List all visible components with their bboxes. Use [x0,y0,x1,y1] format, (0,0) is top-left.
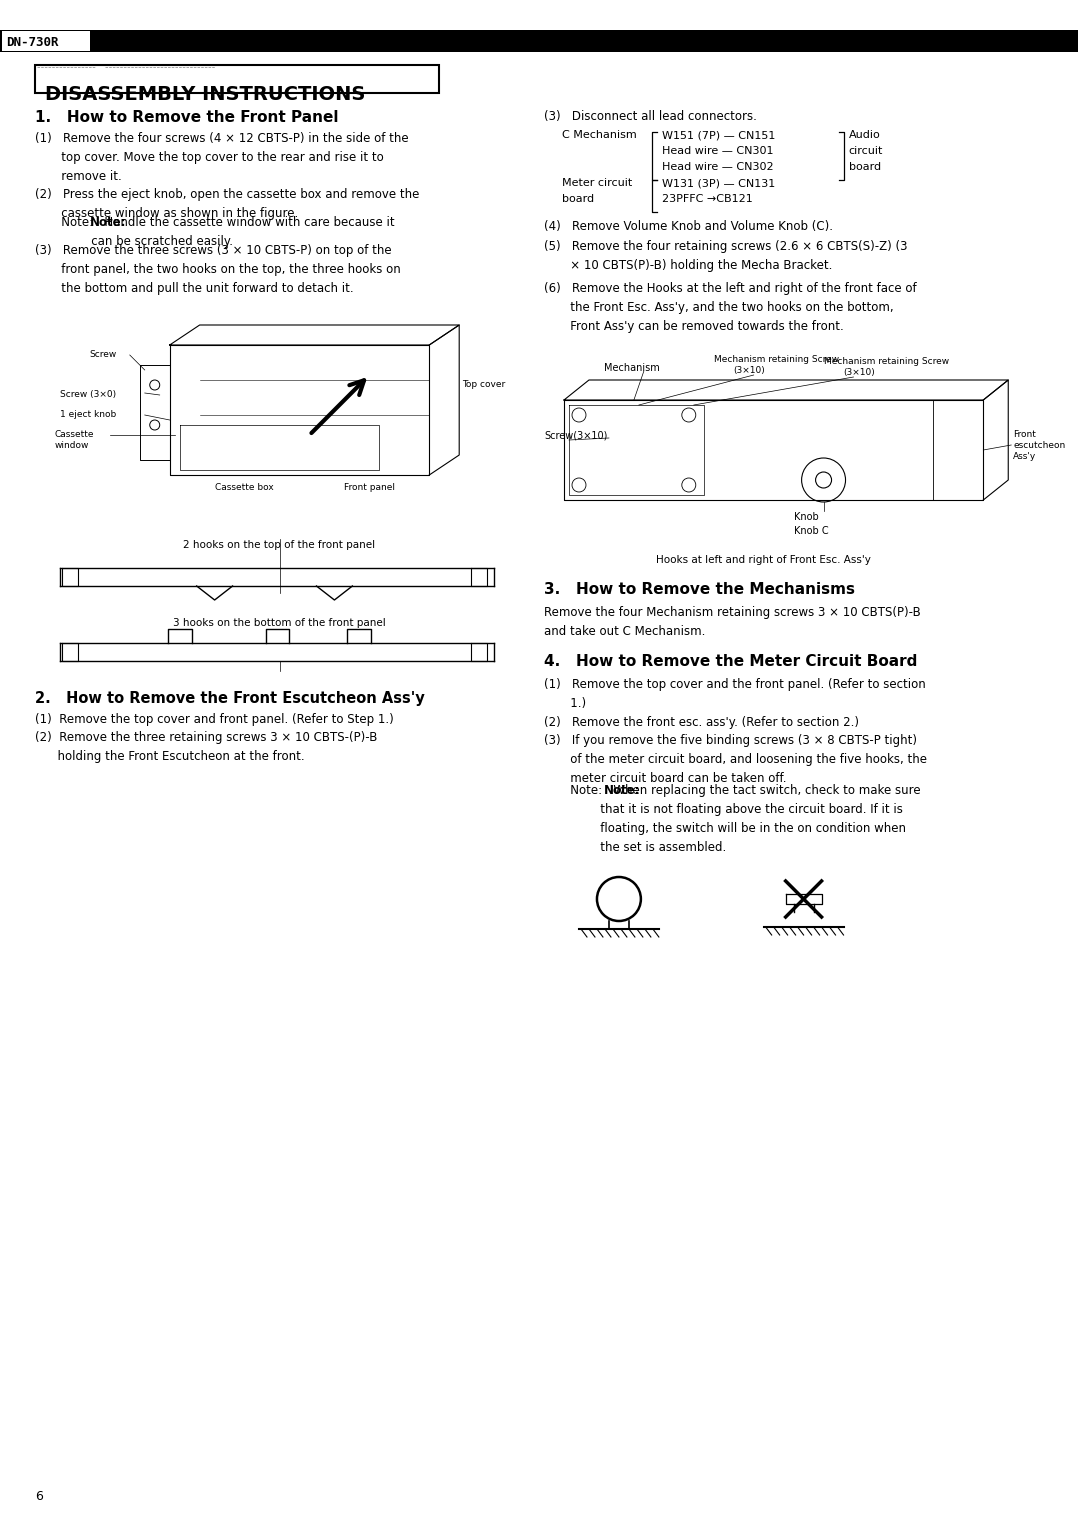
Text: 2.   How to Remove the Front Escutcheon Ass'y: 2. How to Remove the Front Escutcheon As… [35,691,424,706]
Text: 4.   How to Remove the Meter Circuit Board: 4. How to Remove the Meter Circuit Board [544,654,917,669]
Text: C Mechanism: C Mechanism [562,130,637,140]
Text: Cassette
window: Cassette window [55,430,94,450]
Text: (2)  Remove the three retaining screws 3 × 10 CBTS-(P)-B
      holding the Front: (2) Remove the three retaining screws 3 … [35,730,377,762]
Text: (5)   Remove the four retaining screws (2.6 × 6 CBTS(S)-Z) (3
       × 10 CBTS(P: (5) Remove the four retaining screws (2.… [544,239,907,271]
Text: (3×10): (3×10) [843,368,875,377]
Text: 3.   How to Remove the Mechanisms: 3. How to Remove the Mechanisms [544,583,855,596]
Bar [2,30,90,50]
Text: (3)   If you remove the five binding screws (3 × 8 CBTS-P tight)
       of the m: (3) If you remove the five binding screw… [544,734,927,785]
Text: board: board [849,162,880,172]
Text: Screw: Screw [90,351,117,358]
Text: Head wire — CN301: Head wire — CN301 [662,146,773,156]
Text: 6: 6 [35,1490,43,1504]
Text: Top cover: Top cover [462,380,505,389]
Bar [0,30,1078,52]
Text: 1 eject knob: 1 eject knob [59,410,117,419]
Text: Note:   When replacing the tact switch, check to make sure
               that i: Note: When replacing the tact switch, ch… [544,784,920,854]
Text: 2 hooks on the top of the front panel: 2 hooks on the top of the front panel [184,540,376,551]
Text: Knob C: Knob C [794,526,828,535]
Text: Front panel: Front panel [345,483,395,493]
Text: 1.   How to Remove the Front Panel: 1. How to Remove the Front Panel [35,110,338,125]
Text: W131 (3P) — CN131: W131 (3P) — CN131 [662,178,775,188]
Text: Hooks at left and right of Front Esc. Ass'y: Hooks at left and right of Front Esc. As… [657,555,872,564]
Text: 3 hooks on the bottom of the front panel: 3 hooks on the bottom of the front panel [173,618,386,628]
Text: (1)  Remove the top cover and front panel. (Refer to Step 1.): (1) Remove the top cover and front panel… [35,714,394,726]
Text: Knob: Knob [794,512,819,522]
Text: board: board [562,194,594,204]
Text: (1)   Remove the top cover and the front panel. (Refer to section
       1.): (1) Remove the top cover and the front p… [544,679,926,711]
Text: Remove the four Mechanism retaining screws 3 × 10 CBTS(P)-B
and take out C Mecha: Remove the four Mechanism retaining scre… [544,605,921,637]
Text: Screw (3×0): Screw (3×0) [59,390,116,400]
Text: Note:: Note: [90,217,126,229]
Text: DN-730R: DN-730R [6,35,58,49]
Text: Mechanism retaining Screw: Mechanism retaining Screw [824,357,948,366]
Text: Note:: Note: [604,784,640,798]
Text: (2)   Remove the front esc. ass'y. (Refer to section 2.): (2) Remove the front esc. ass'y. (Refer … [544,717,859,729]
Text: DISASSEMBLY INSTRUCTIONS: DISASSEMBLY INSTRUCTIONS [45,85,365,104]
Text: Head wire — CN302: Head wire — CN302 [662,162,773,172]
Text: (3)   Remove the three screws (3 × 10 CBTS-P) on top of the
       front panel, : (3) Remove the three screws (3 × 10 CBTS… [35,244,401,294]
Text: (2)   Press the eject knob, open the cassette box and remove the
       cassette: (2) Press the eject knob, open the casse… [35,188,419,220]
Text: Mechanism: Mechanism [604,363,660,374]
Text: (4)   Remove Volume Knob and Volume Knob (C).: (4) Remove Volume Knob and Volume Knob (… [544,220,833,233]
Text: (3)   Disconnect all lead connectors.: (3) Disconnect all lead connectors. [544,110,757,124]
Text: Screw(3×10): Screw(3×10) [544,430,607,441]
Bar [35,66,440,93]
Text: (3×10): (3×10) [733,366,766,375]
Text: (6)   Remove the Hooks at the left and right of the front face of
       the Fro: (6) Remove the Hooks at the left and rig… [544,282,917,332]
Text: W151 (7P) — CN151: W151 (7P) — CN151 [662,130,775,140]
Text: circuit: circuit [849,146,882,156]
Text: Audio: Audio [849,130,880,140]
Text: 23PFFC →CB121: 23PFFC →CB121 [662,194,753,204]
Text: Cassette box: Cassette box [215,483,273,493]
Text: Mechanism retaining Screw: Mechanism retaining Screw [714,355,839,364]
Text: (1)   Remove the four screws (4 × 12 CBTS-P) in the side of the
       top cover: (1) Remove the four screws (4 × 12 CBTS-… [35,133,408,183]
Text: Front
escutcheon
Ass'y: Front escutcheon Ass'y [1013,430,1066,461]
Text: Meter circuit: Meter circuit [562,178,632,188]
Text: Note:   Handle the cassette window with care because it
               can be sc: Note: Handle the cassette window with ca… [35,217,394,249]
